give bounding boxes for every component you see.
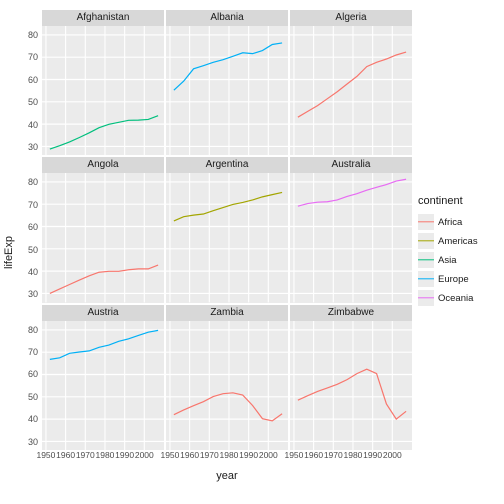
panel-title: Albania — [166, 10, 288, 26]
legend-label: Europe — [438, 274, 469, 285]
panel-grid: AfghanistanAlbaniaAlgeria AngolaArgentina… — [42, 10, 412, 450]
x-tick: 1970 — [76, 450, 95, 460]
x-tick: 1950 — [284, 450, 303, 460]
y-axis-label: lifeExp — [2, 0, 16, 504]
panel: Zambia — [166, 305, 288, 450]
x-tick: 1950 — [36, 450, 55, 460]
legend-item: Africa — [418, 214, 498, 230]
plot-area — [290, 26, 412, 155]
y-tick: 40 — [28, 267, 38, 277]
y-tick: 30 — [28, 289, 38, 299]
legend-key — [418, 233, 434, 249]
x-tick: 1980 — [343, 450, 362, 460]
plot-area — [166, 173, 288, 302]
x-tick: 1970 — [200, 450, 219, 460]
panel: Argentina — [166, 157, 288, 302]
panel: Zimbabwe — [290, 305, 412, 450]
legend-key — [418, 214, 434, 230]
legend-label: Africa — [438, 217, 462, 228]
x-axis-row: 195019601970198019902000 — [42, 450, 164, 464]
x-axis-label: year — [42, 470, 412, 482]
x-tick: 1990 — [363, 450, 382, 460]
plot-area — [42, 173, 164, 302]
legend-label: Americas — [438, 236, 478, 247]
panel: Afghanistan — [42, 10, 164, 155]
figure: lifeExp 30 40 50 60 70 80 30 40 50 60 70 80 30 40 50… — [0, 0, 504, 504]
panel-title: Zimbabwe — [290, 305, 412, 321]
x-tick: 2000 — [135, 450, 154, 460]
panel: Austria — [42, 305, 164, 450]
x-tick: 1990 — [239, 450, 258, 460]
panel-title: Argentina — [166, 157, 288, 173]
legend: continent Africa Americas Asia Europe Oceani… — [418, 0, 498, 504]
panel-title: Algeria — [290, 10, 412, 26]
x-tick: 1950 — [160, 450, 179, 460]
panel: Algeria — [290, 10, 412, 155]
plot-area — [166, 26, 288, 155]
panel: Australia — [290, 157, 412, 302]
x-tick: 1960 — [180, 450, 199, 460]
panel-title: Zambia — [166, 305, 288, 321]
legend-item: Asia — [418, 252, 498, 268]
y-axis-col: 30 40 50 60 70 80 — [18, 10, 40, 155]
legend-label: Asia — [438, 255, 456, 266]
legend-key — [418, 290, 434, 306]
y-tick: 40 — [28, 414, 38, 424]
legend-item: Oceania — [418, 290, 498, 306]
y-tick: 70 — [28, 347, 38, 357]
y-tick: 50 — [28, 97, 38, 107]
y-axis-col: 30 40 50 60 70 80 — [18, 157, 40, 302]
y-tick: 40 — [28, 120, 38, 130]
y-tick: 50 — [28, 392, 38, 402]
legend-item: Americas — [418, 233, 498, 249]
legend-key — [418, 271, 434, 287]
y-tick: 30 — [28, 437, 38, 447]
y-tick: 60 — [28, 222, 38, 232]
panel: Albania — [166, 10, 288, 155]
x-tick: 1980 — [95, 450, 114, 460]
y-tick: 50 — [28, 245, 38, 255]
y-tick: 80 — [28, 30, 38, 40]
x-axis-row: 195019601970198019902000 — [290, 450, 412, 464]
legend-title: continent — [418, 195, 498, 207]
x-tick: 2000 — [259, 450, 278, 460]
legend-key — [418, 252, 434, 268]
plot-area — [166, 321, 288, 450]
x-tick: 1980 — [219, 450, 238, 460]
y-axis: 30 40 50 60 70 80 30 40 50 60 70 80 30 40 50 60 70 80 — [18, 10, 40, 450]
legend-item: Europe — [418, 271, 498, 287]
panel: Angola — [42, 157, 164, 302]
legend-items: Africa Americas Asia Europe Oceania — [418, 211, 498, 309]
y-tick: 80 — [28, 177, 38, 187]
panel-title: Austria — [42, 305, 164, 321]
y-axis-col: 30 40 50 60 70 80 — [18, 305, 40, 450]
plot-area — [42, 321, 164, 450]
x-tick: 1990 — [115, 450, 134, 460]
x-axis-row: 195019601970198019902000 — [166, 450, 288, 464]
x-tick: 1960 — [304, 450, 323, 460]
y-tick: 70 — [28, 52, 38, 62]
panel-title: Afghanistan — [42, 10, 164, 26]
plot-area — [290, 321, 412, 450]
x-tick: 1970 — [324, 450, 343, 460]
panel-title: Angola — [42, 157, 164, 173]
plot-area — [42, 26, 164, 155]
x-tick: 2000 — [383, 450, 402, 460]
y-tick: 80 — [28, 325, 38, 335]
legend-label: Oceania — [438, 293, 473, 304]
y-tick: 30 — [28, 142, 38, 152]
x-tick: 1960 — [56, 450, 75, 460]
y-tick: 60 — [28, 369, 38, 379]
plot-area — [290, 173, 412, 302]
panel-title: Australia — [290, 157, 412, 173]
y-tick: 70 — [28, 200, 38, 210]
y-tick: 60 — [28, 75, 38, 85]
